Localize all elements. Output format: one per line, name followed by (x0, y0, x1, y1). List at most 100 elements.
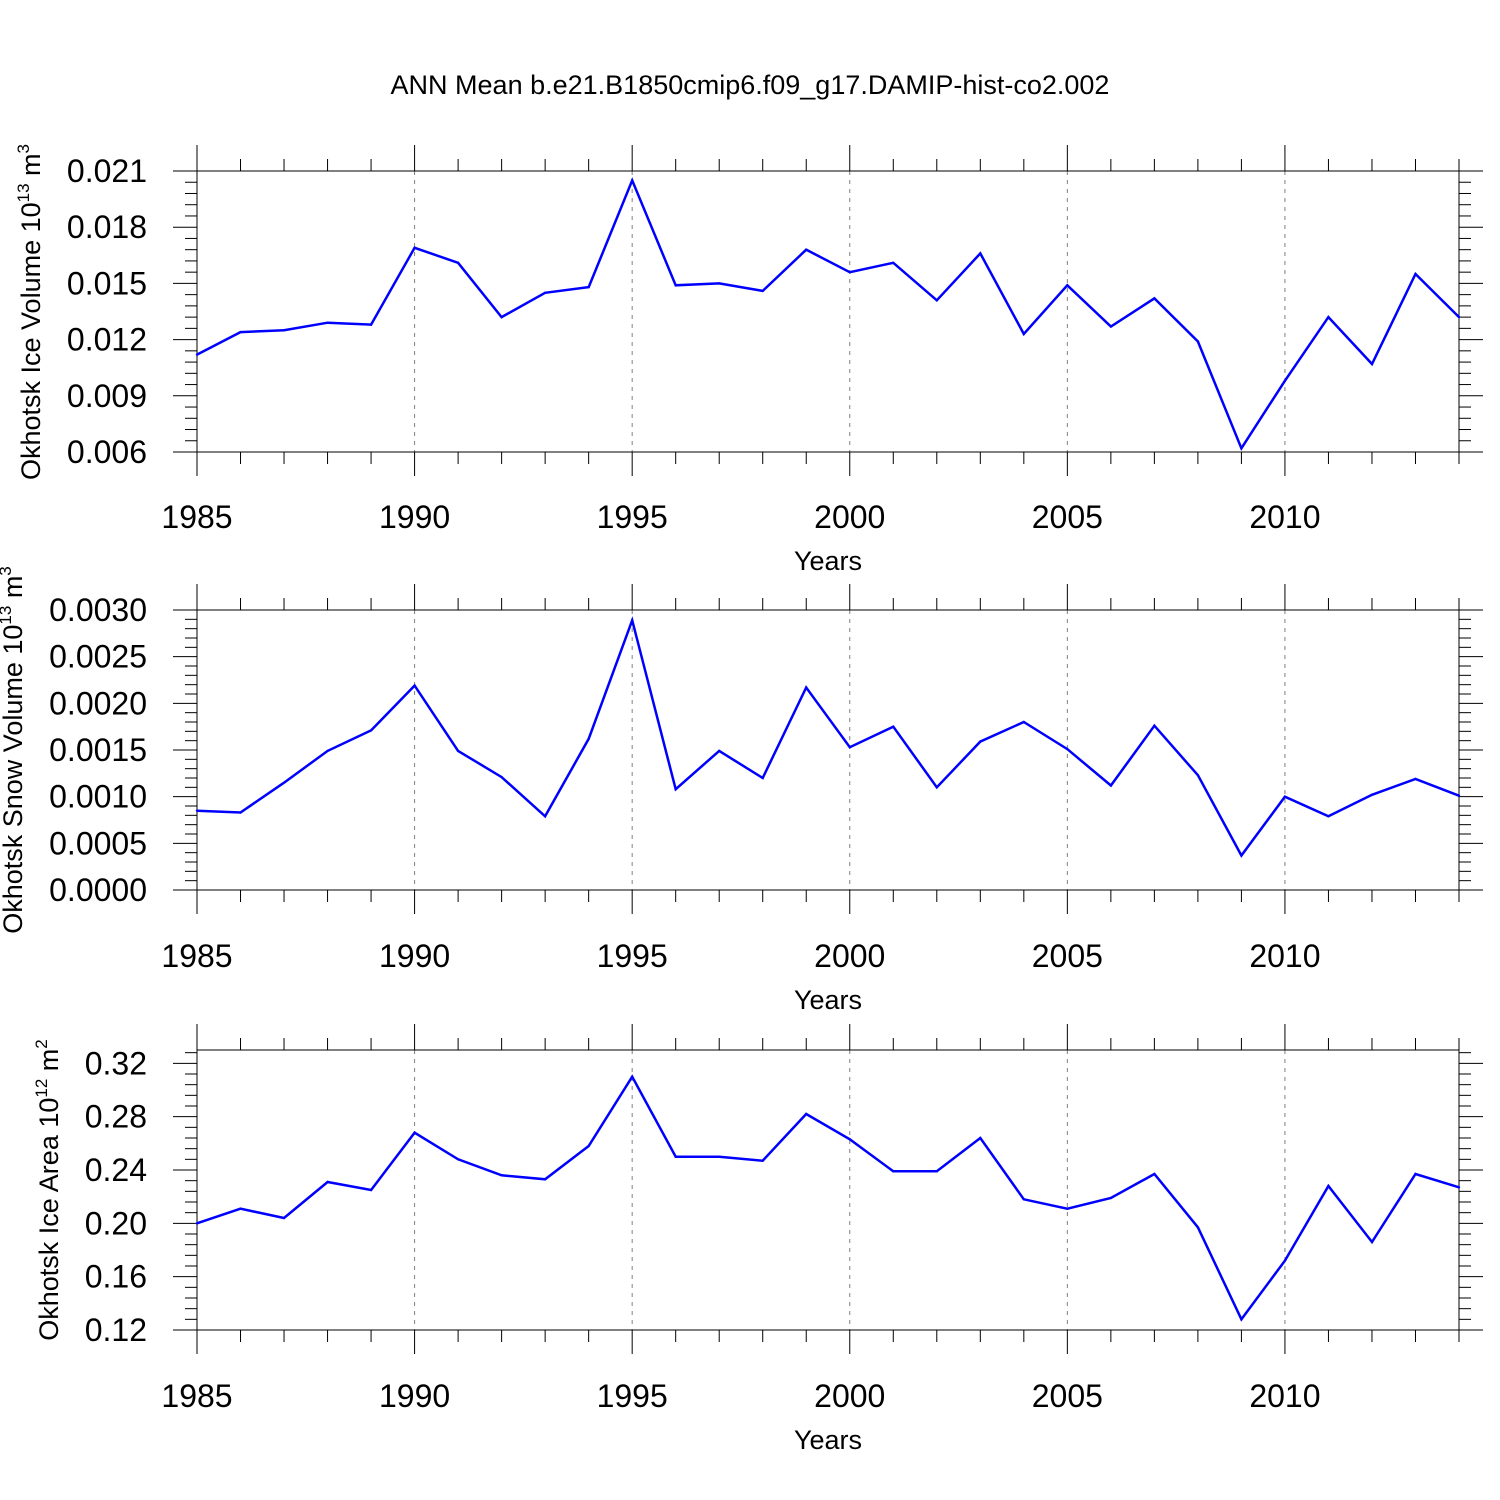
y-tick-label: 0.20 (85, 1205, 147, 1241)
y-axis-title-main: Okhotsk Ice Volume 10 (16, 202, 46, 480)
data-point (1240, 447, 1243, 450)
y-tick-label: 0.12 (85, 1312, 147, 1348)
series-line (196, 616, 1460, 858)
panel-ice-area: 0.12 0.16 0.20 0.24 0.28 0.32 1985 1990 1995 2000… (32, 1024, 1483, 1455)
data-point (195, 353, 199, 356)
x-tick-label: 2000 (814, 499, 885, 535)
y-tick-label: 0.0005 (49, 825, 147, 861)
x-tick-label: 2005 (1032, 1378, 1103, 1414)
y-axis-title: Okhotsk Ice Volume 1013 m3 (14, 144, 46, 480)
data-point (1240, 1318, 1243, 1321)
y-tick-label: 0.16 (85, 1259, 147, 1295)
data-point (1153, 297, 1156, 300)
data-point (1370, 793, 1374, 796)
data-point (1022, 332, 1026, 336)
data-point (1196, 340, 1200, 343)
data-point (282, 1216, 286, 1220)
data-point (587, 737, 590, 740)
y-axis-title-main: Okhotsk Ice Area 10 (34, 1098, 64, 1341)
y-tick-label: 0.32 (85, 1045, 147, 1081)
x-tick-label: 2005 (1032, 499, 1103, 535)
data-point (1109, 325, 1113, 328)
y-tick-label: 0.0015 (49, 732, 147, 768)
x-tick-label: 2010 (1249, 1378, 1320, 1414)
y-axis-title-exponent: 13 (14, 183, 33, 202)
data-point (326, 321, 329, 324)
data-point (456, 1158, 460, 1161)
data-point (282, 329, 286, 332)
data-point (630, 619, 634, 622)
y-tick-label: 0.0025 (49, 639, 147, 675)
x-tick-label: 1990 (379, 1378, 450, 1414)
data-point (1109, 1196, 1113, 1200)
data-point (1370, 1240, 1374, 1244)
data-point (761, 289, 764, 293)
data-point (761, 1159, 764, 1162)
data-point (587, 1144, 590, 1148)
x-tick-label: 1985 (161, 938, 232, 974)
data-point (413, 246, 416, 250)
data-point (805, 1112, 808, 1116)
data-point (848, 270, 851, 274)
data-point (1370, 362, 1374, 366)
y-tick-label: 0.24 (85, 1152, 147, 1188)
data-point (892, 261, 895, 264)
data-point (1153, 724, 1156, 727)
y-tick-label: 0.012 (67, 322, 147, 358)
data-point (500, 775, 503, 779)
data-point (326, 749, 329, 753)
data-point (326, 1180, 329, 1184)
y-axis-title-unit: m (34, 1049, 64, 1079)
y-tick-label: 0.021 (67, 153, 147, 189)
data-point (456, 749, 460, 753)
data-point (369, 1188, 373, 1192)
x-tick-label: 1995 (597, 938, 668, 974)
figure-title: ANN Mean b.e21.B1850cmip6.f09_g17.DAMIP-… (391, 70, 1110, 100)
data-point (1022, 1198, 1026, 1201)
data-point (543, 291, 547, 294)
y-tick-label: 0.015 (67, 265, 147, 301)
data-point (500, 315, 503, 319)
data-point (239, 1207, 242, 1210)
data-point (979, 252, 982, 255)
data-point (1457, 315, 1461, 319)
data-point (1283, 1259, 1287, 1262)
data-point (1283, 795, 1287, 798)
data-point (1153, 1172, 1156, 1176)
data-point (718, 1155, 721, 1158)
series-line (196, 1074, 1460, 1322)
data-point (587, 285, 590, 289)
data-point (1457, 1186, 1461, 1189)
y-axis-title-unit-exponent: 2 (32, 1039, 51, 1048)
panel-ice-volume: 0.006 0.009 0.012 0.015 0.018 0.021 1985 1990 19… (14, 144, 1483, 576)
data-point (935, 1170, 938, 1173)
x-axis-title: Years (794, 546, 862, 576)
y-axis-title-exponent: 12 (32, 1079, 51, 1098)
x-tick-label: 1985 (161, 499, 232, 535)
y-tick-label: 0.0000 (49, 872, 147, 908)
data-point (892, 1170, 895, 1173)
y-tick-label: 0.009 (67, 378, 147, 414)
data-point (674, 284, 677, 287)
data-point (935, 299, 938, 302)
y-axis-title: Okhotsk Ice Area 1012 m2 (32, 1039, 64, 1341)
data-point (500, 1174, 503, 1177)
y-axis-title: Okhotsk Snow Volume 1013 m3 (0, 566, 28, 934)
series-line (196, 177, 1460, 451)
panel-snow-volume: 0.0000 0.0005 0.0010 0.0015 0.0020 0.0025 0.00… (0, 566, 1483, 1015)
data-point (1327, 815, 1330, 818)
data-point (1240, 854, 1243, 857)
data-point (195, 809, 199, 812)
y-axis-title-main: Okhotsk Snow Volume 10 (0, 625, 28, 934)
y-axis-title-unit: m (16, 153, 46, 183)
x-tick-label: 1990 (379, 938, 450, 974)
x-axis-title: Years (794, 985, 862, 1015)
data-point (1196, 774, 1200, 777)
data-point (674, 788, 677, 791)
data-point (413, 1131, 416, 1134)
data-point (543, 815, 547, 818)
x-tick-label: 1995 (597, 499, 668, 535)
data-point (1022, 720, 1026, 724)
data-point (805, 248, 808, 251)
